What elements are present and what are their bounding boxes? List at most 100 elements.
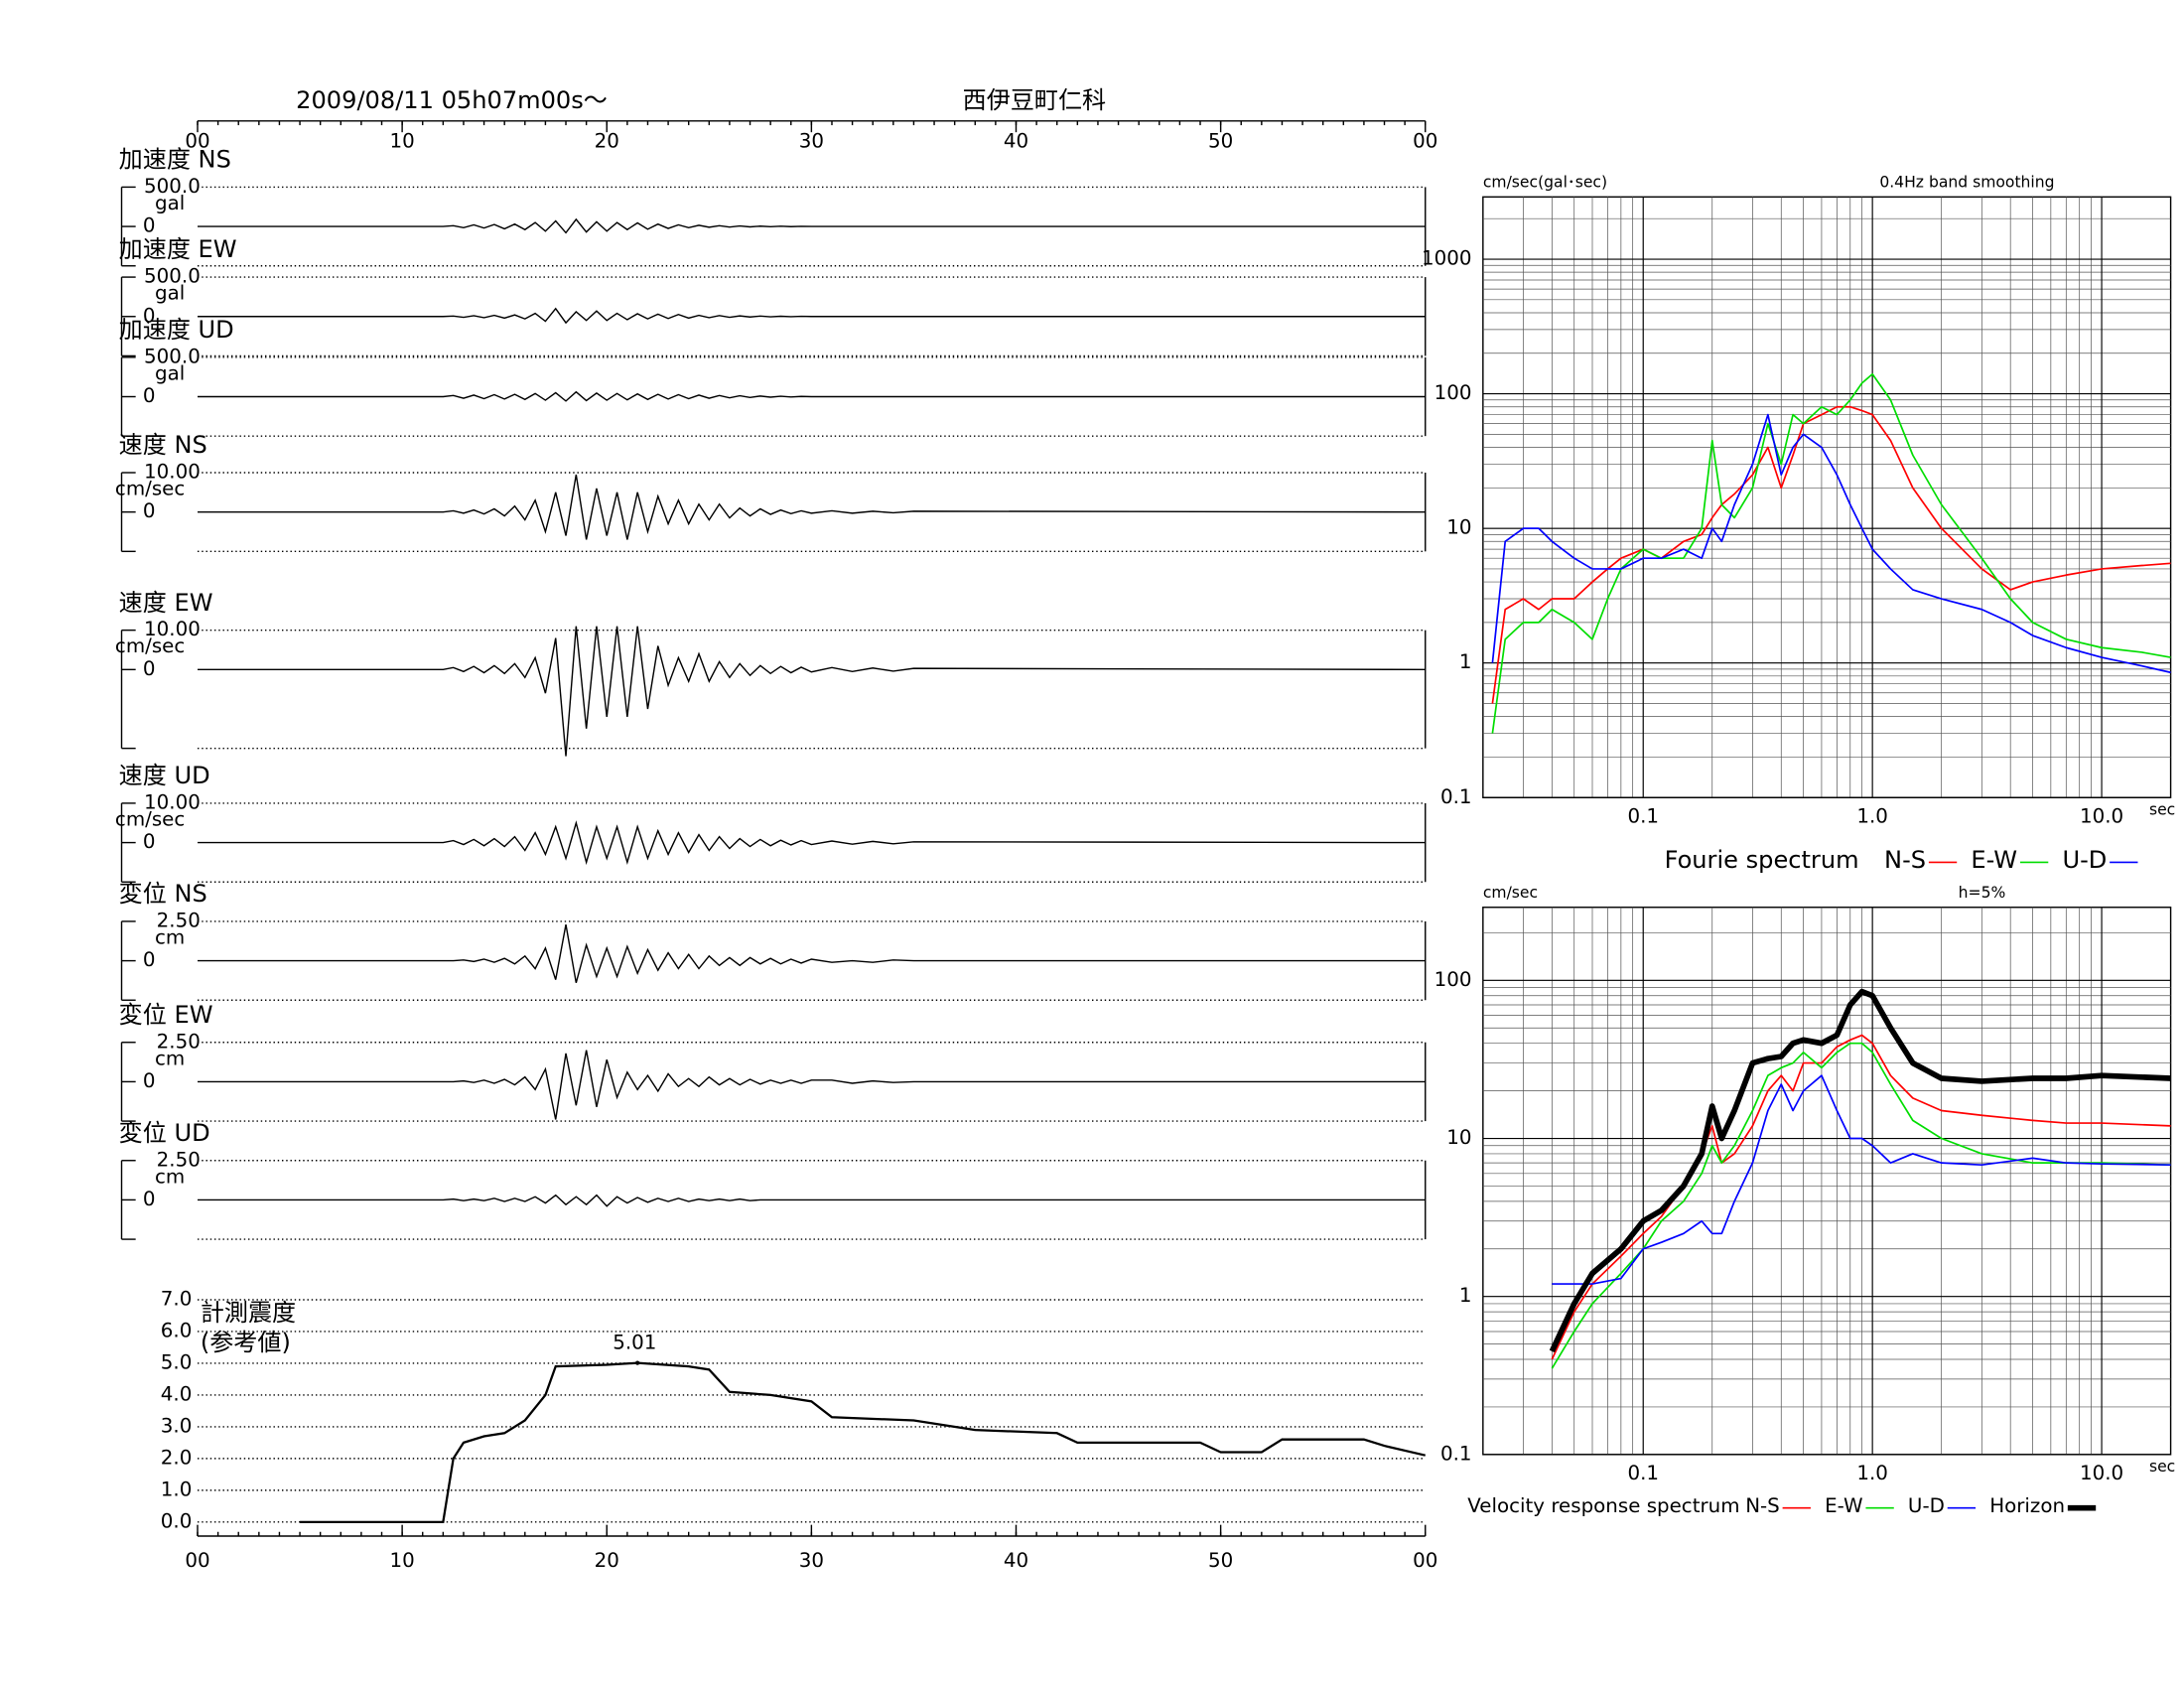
panel-unit: cm	[155, 1047, 185, 1069]
intensity-tick-label: 7.0	[161, 1288, 193, 1311]
panel-unit: cm/sec	[115, 807, 185, 830]
y-tick-label: 100	[1434, 381, 1472, 404]
panel-tick-label: 0	[143, 384, 156, 407]
y-tick-label: 1000	[1422, 247, 1471, 270]
waveform-trace	[198, 626, 1426, 757]
y-tick-label: 0.1	[1440, 785, 1472, 808]
time-tick-label: 50	[1208, 1549, 1233, 1572]
intensity-tick-label: 5.0	[161, 1350, 193, 1373]
x-unit: sec	[2149, 1458, 2175, 1476]
plot-note: 0.4Hz band smoothing	[1879, 174, 2054, 192]
panel-unit: gal	[155, 192, 185, 214]
panel-tick-label: 2.50	[157, 909, 201, 931]
panel-label: 変位 EW	[119, 1001, 213, 1029]
intensity-label: (参考値)	[201, 1329, 291, 1356]
panel-tick-label: 0	[143, 830, 156, 853]
x-tick-label: 10.0	[2080, 805, 2123, 828]
y-tick-label: 100	[1434, 968, 1472, 991]
panel-label: 変位 UD	[119, 1119, 210, 1147]
y-tick-label: 0.1	[1440, 1442, 1472, 1465]
waveform-trace	[198, 1194, 1426, 1207]
spectrum-line	[1551, 1034, 2171, 1360]
legend-label: E-W	[1825, 1494, 1863, 1517]
waveform-trace	[198, 820, 1426, 866]
panel-tick-label: 2.50	[157, 1148, 201, 1171]
panel-label: 加速度 UD	[119, 316, 234, 344]
intensity-line	[300, 1361, 1427, 1523]
x-tick-label: 10.0	[2080, 1462, 2123, 1484]
plot-note: h=5%	[1959, 884, 2006, 902]
time-tick-label: 00	[185, 130, 209, 153]
time-tick-label: 00	[185, 1549, 209, 1572]
panel-label: 変位 NS	[119, 880, 207, 908]
panel-tick-label: 0	[143, 657, 156, 680]
panel-tick-label: 0	[143, 1188, 156, 1210]
time-tick-label: 10	[390, 1549, 415, 1572]
panel-tick-label: 10.00	[144, 790, 201, 813]
panel-tick-label: 500.0	[144, 265, 201, 288]
panel-tick-label: 10.00	[144, 618, 201, 640]
waveform-trace	[198, 474, 1426, 540]
y-unit: cm/sec(gal･sec)	[1483, 174, 1607, 192]
panel-tick-label: 10.00	[144, 461, 201, 484]
record-date: 2009/08/11 05h07m00s～	[296, 86, 608, 114]
panel-unit: gal	[155, 361, 185, 384]
spectrum-line	[1491, 413, 2171, 674]
spectrum-line	[1491, 372, 2171, 734]
waveform-trace	[198, 1050, 1426, 1120]
x-tick-label: 0.1	[1627, 805, 1659, 828]
intensity-peak	[635, 1360, 640, 1365]
legend-title: Fourie spectrum	[1665, 846, 1859, 874]
y-unit: cm/sec	[1483, 884, 1538, 902]
y-tick-label: 1	[1459, 1284, 1472, 1307]
panel-tick-label: 0	[143, 214, 156, 237]
y-tick-label: 10	[1446, 516, 1471, 539]
time-tick-label: 40	[1004, 1549, 1028, 1572]
y-tick-label: 1	[1459, 650, 1472, 673]
panel-label: 速度 UD	[119, 762, 210, 789]
panel-tick-label: 500.0	[144, 345, 201, 367]
legend-title: Velocity response spectrum	[1467, 1494, 1739, 1517]
time-tick-label: 00	[1413, 130, 1437, 153]
intensity-tick-label: 1.0	[161, 1477, 193, 1500]
waveform-trace	[198, 923, 1426, 983]
plot-frame	[1482, 907, 2172, 1456]
legend-label: U-D	[2062, 846, 2107, 874]
waveform-trace	[198, 390, 1426, 402]
legend-label: E-W	[1971, 846, 2017, 874]
panel-label: 加速度 EW	[119, 235, 237, 263]
x-tick-label: 1.0	[1856, 1462, 1888, 1484]
x-tick-label: 0.1	[1627, 1462, 1659, 1484]
time-tick-label: 10	[390, 130, 415, 153]
time-tick-label: 40	[1004, 130, 1028, 153]
intensity-tick-label: 3.0	[161, 1414, 193, 1437]
station-name: 西伊豆町仁科	[963, 86, 1106, 114]
legend-label: N-S	[1745, 1494, 1780, 1517]
time-tick-label: 50	[1208, 130, 1233, 153]
time-tick-label: 30	[799, 1549, 824, 1572]
spectrum-line	[1552, 1074, 2171, 1285]
waveform-trace	[198, 217, 1426, 234]
intensity-tick-label: 2.0	[161, 1446, 193, 1469]
time-tick-label: 20	[595, 1549, 619, 1572]
waveform-trace	[198, 307, 1426, 325]
intensity-tick-label: 4.0	[161, 1382, 193, 1405]
spectrum-line	[1551, 1042, 2171, 1369]
intensity-peak-label: 5.01	[613, 1331, 656, 1353]
intensity-tick-label: 6.0	[161, 1319, 193, 1341]
spectrum-line	[1549, 988, 2171, 1353]
panel-tick-label: 0	[143, 1069, 156, 1092]
panel-tick-label: 2.50	[157, 1030, 201, 1053]
panel-label: 速度 NS	[119, 431, 207, 459]
time-tick-label: 20	[595, 130, 619, 153]
panel-unit: gal	[155, 282, 185, 305]
legend-label: N-S	[1884, 846, 1926, 874]
panel-unit: cm/sec	[115, 634, 185, 657]
legend-label: Horizon	[1989, 1494, 2065, 1517]
panel-tick-label: 500.0	[144, 175, 201, 198]
panel-label: 加速度 NS	[119, 146, 231, 174]
spectrum-line	[1491, 405, 2171, 704]
panel-unit: cm	[155, 1165, 185, 1188]
intensity-label: 計測震度	[201, 1299, 296, 1327]
